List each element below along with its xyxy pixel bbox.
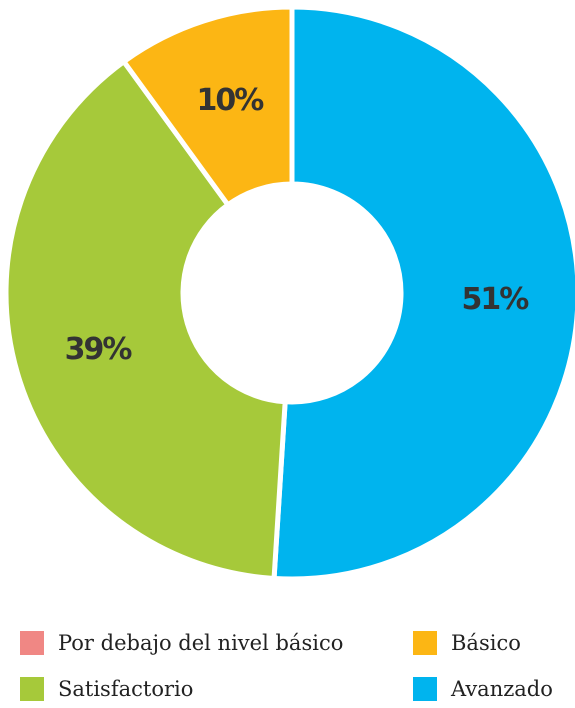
- legend-swatch-basico: [413, 631, 437, 655]
- legend-swatch-por-debajo: [20, 631, 44, 655]
- legend-label-satisfactorio: Satisfactorio: [58, 677, 194, 701]
- slice-label-basico: 10%: [197, 83, 265, 118]
- legend-item-satisfactorio: Satisfactorio: [20, 677, 193, 701]
- legend-label-basico: Básico: [451, 631, 521, 655]
- legend-label-por-debajo: Por debajo del nivel básico: [58, 631, 344, 655]
- legend-item-basico: Básico: [413, 631, 521, 655]
- legend-swatch-avanzado: [413, 677, 437, 701]
- slice-labels: 51% 39% 10%: [65, 83, 532, 367]
- slice-basico: [121, 4, 295, 208]
- slice-label-avanzado: 51%: [461, 282, 529, 317]
- slice-label-satisfactorio: 39%: [65, 332, 133, 367]
- legend-swatch-satisfactorio: [20, 677, 44, 701]
- legend-item-avanzado: Avanzado: [413, 677, 553, 701]
- legend-label-avanzado: Avanzado: [451, 677, 553, 701]
- donut-slices: [3, 4, 575, 582]
- slice-avanzado: [271, 4, 575, 582]
- legend-item-por-debajo: Por debajo del nivel básico: [20, 631, 343, 655]
